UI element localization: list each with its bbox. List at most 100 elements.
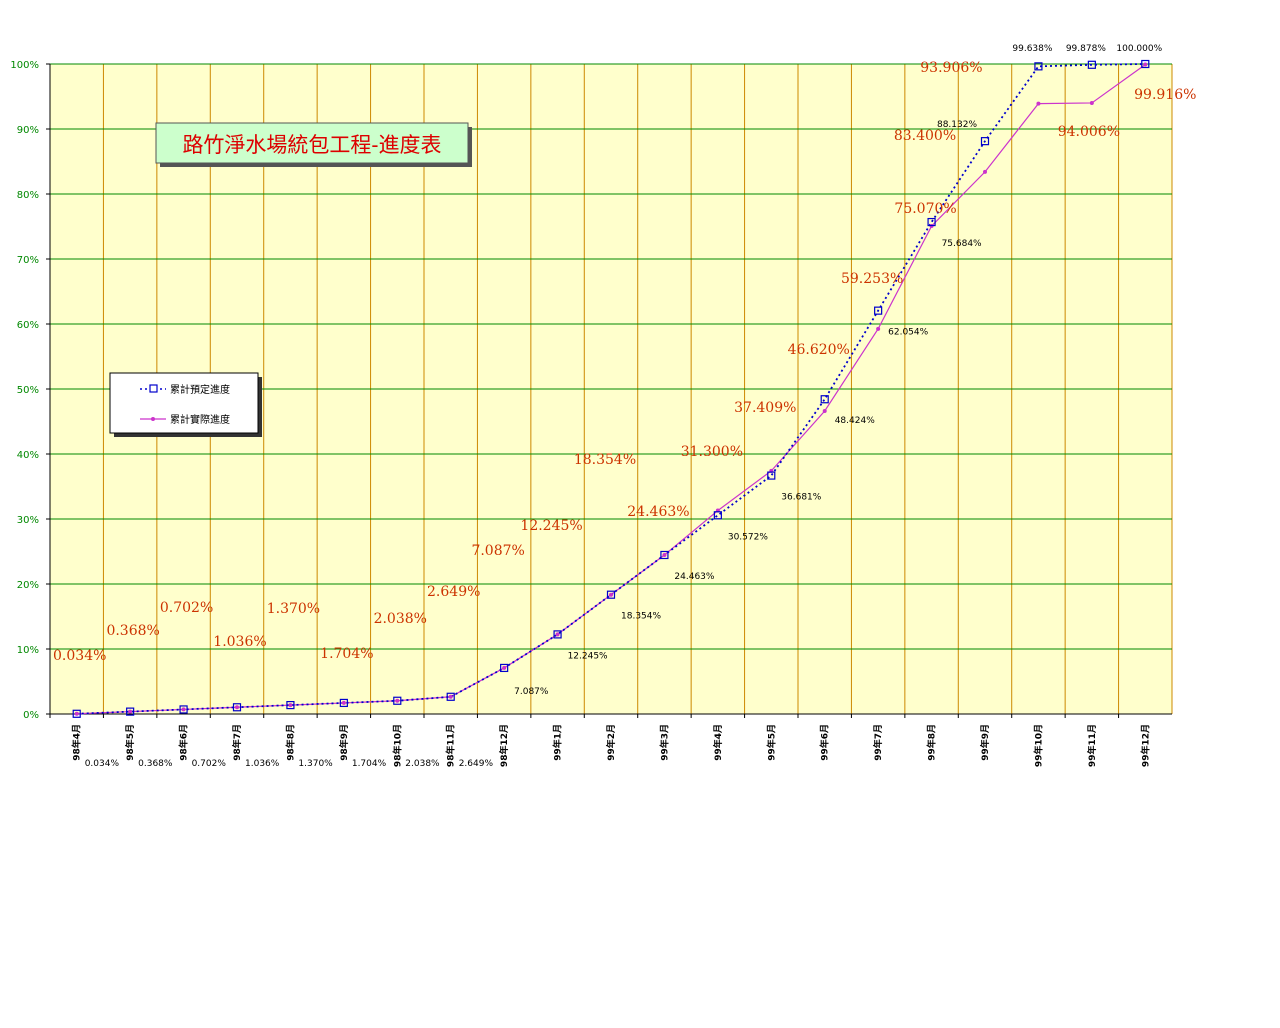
- legend-planned-square-icon: [149, 384, 158, 393]
- planned-data-label: 99.878%: [1066, 44, 1106, 54]
- planned-data-label: 100.000%: [1116, 44, 1162, 54]
- actual-data-label: 37.409%: [734, 400, 796, 416]
- planned-point: [1034, 62, 1043, 71]
- actual-point: [609, 592, 613, 597]
- x-category-label: 98年6月: [178, 724, 190, 761]
- planned-data-label: 1.036%: [245, 759, 280, 769]
- actual-data-label: 7.087%: [471, 543, 524, 559]
- planned-point: [874, 306, 883, 315]
- legend-planned-label: 累計預定進度: [170, 383, 230, 396]
- planned-point: [126, 707, 135, 716]
- x-category-label: 99年2月: [605, 724, 617, 761]
- legend-actual-label: 累計實際進度: [170, 413, 230, 426]
- actual-data-label: 12.245%: [520, 518, 582, 534]
- x-category-label: 98年12月: [498, 724, 510, 767]
- x-category-label: 99年3月: [658, 724, 670, 761]
- x-category-label: 98年11月: [445, 724, 457, 767]
- actual-data-label: 1.370%: [267, 601, 320, 617]
- actual-data-label: 75.070%: [894, 201, 956, 217]
- planned-point: [713, 511, 722, 520]
- planned-point: [179, 705, 188, 714]
- planned-point: [767, 471, 776, 480]
- planned-point: [339, 698, 348, 708]
- planned-point: [446, 692, 455, 701]
- x-category-label: 98年4月: [71, 724, 83, 761]
- x-category-label: 99年5月: [765, 724, 777, 761]
- planned-data-label: 36.681%: [781, 493, 821, 503]
- x-category-label: 99年12月: [1139, 724, 1151, 767]
- planned-data-label: 99.638%: [1012, 44, 1052, 54]
- planned-point: [286, 700, 295, 710]
- y-tick-label: 10%: [17, 645, 39, 656]
- actual-point: [74, 711, 79, 716]
- planned-point: [1141, 59, 1150, 69]
- actual-data-label: 0.702%: [160, 600, 213, 616]
- actual-data-label: 31.300%: [681, 444, 743, 460]
- chart-title-box: 路竹淨水場統包工程-進度表: [155, 122, 472, 167]
- actual-data-label: 0.034%: [53, 648, 106, 664]
- planned-data-label: 0.034%: [85, 759, 120, 769]
- actual-point: [983, 169, 987, 174]
- actual-point: [288, 703, 293, 708]
- y-tick-label: 60%: [17, 320, 39, 331]
- planned-data-label: 62.054%: [888, 328, 928, 338]
- x-category-label: 98年9月: [338, 724, 350, 761]
- planned-data-label: 75.684%: [942, 239, 982, 249]
- actual-point: [662, 552, 667, 557]
- actual-data-label: 59.253%: [841, 271, 903, 287]
- actual-point: [822, 408, 827, 413]
- x-category-label: 99年4月: [712, 724, 724, 761]
- planned-point: [660, 550, 669, 560]
- legend-actual-dot-icon: [151, 417, 155, 421]
- actual-point: [128, 709, 133, 714]
- planned-data-label: 7.087%: [514, 687, 549, 697]
- x-category-label: 98年10月: [391, 724, 403, 767]
- y-tick-label: 90%: [17, 125, 39, 136]
- actual-data-label: 99.916%: [1134, 87, 1196, 103]
- actual-point: [395, 698, 400, 703]
- planned-data-label: 88.132%: [937, 120, 977, 130]
- planned-point: [393, 696, 402, 705]
- actual-point: [448, 694, 453, 699]
- actual-point: [1089, 100, 1094, 105]
- x-category-label: 99年10月: [1032, 724, 1044, 767]
- actual-data-label: 24.463%: [627, 504, 689, 520]
- planned-point: [606, 590, 616, 599]
- planned-data-label: 0.368%: [138, 759, 173, 769]
- planned-data-label: 1.370%: [298, 759, 333, 769]
- y-tick-label: 100%: [10, 60, 39, 71]
- planned-point: [72, 709, 81, 718]
- actual-point: [876, 326, 881, 331]
- actual-point: [502, 665, 507, 670]
- actual-data-label: 94.006%: [1058, 124, 1120, 140]
- actual-data-label: 2.038%: [374, 611, 427, 627]
- planned-data-label: 0.702%: [192, 759, 227, 769]
- planned-data-label: 2.649%: [459, 759, 494, 769]
- planned-data-label: 2.038%: [405, 759, 440, 769]
- planned-point: [232, 703, 242, 712]
- y-tick-label: 0%: [23, 710, 39, 721]
- legend: 累計預定進度 累計實際進度: [109, 372, 262, 437]
- y-tick-label: 30%: [17, 515, 39, 526]
- x-category-label: 99年11月: [1086, 724, 1098, 767]
- y-tick-label: 80%: [17, 190, 39, 201]
- actual-point: [235, 705, 239, 710]
- x-category-label: 99年7月: [872, 724, 884, 761]
- actual-point: [1036, 101, 1041, 106]
- x-category-label: 99年1月: [552, 724, 564, 761]
- y-tick-label: 70%: [17, 255, 39, 266]
- actual-data-label: 2.649%: [427, 584, 480, 600]
- planned-data-label: 1.704%: [352, 759, 387, 769]
- planned-data-label: 48.424%: [835, 416, 875, 426]
- y-tick-label: 40%: [17, 450, 39, 461]
- planned-point: [1087, 60, 1096, 69]
- planned-data-label: 30.572%: [728, 532, 768, 542]
- planned-data-label: 12.245%: [568, 651, 608, 661]
- x-category-label: 99年8月: [926, 724, 938, 761]
- x-category-label: 98年5月: [124, 724, 136, 761]
- actual-data-label: 1.036%: [213, 634, 266, 650]
- planned-point: [553, 630, 562, 639]
- actual-point: [341, 700, 346, 705]
